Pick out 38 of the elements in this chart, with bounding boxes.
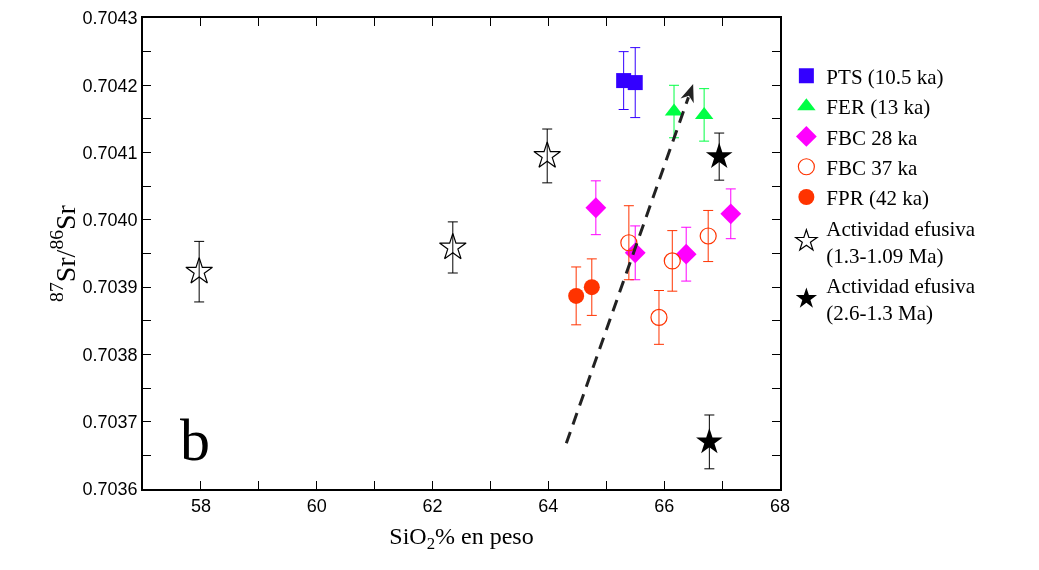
point xyxy=(185,257,214,284)
x-axis-title: SiO$_{2}$% en peso xyxy=(389,523,534,554)
legend-label: FER (13 ka) xyxy=(826,95,931,120)
y-tick-label: 0.7036 xyxy=(82,479,138,500)
point xyxy=(583,279,600,296)
point xyxy=(568,287,585,304)
point xyxy=(720,203,742,225)
point xyxy=(620,234,638,252)
y-tick-label: 0.7039 xyxy=(82,277,138,298)
point xyxy=(627,75,643,91)
x-tick-label: 66 xyxy=(654,496,675,517)
point xyxy=(663,252,681,270)
y-tick-label: 0.7042 xyxy=(82,75,138,96)
point xyxy=(705,142,733,168)
legend-label: Actividad efusiva (1.3-1.09 Ma) xyxy=(826,216,976,268)
x-tick-label: 58 xyxy=(190,496,211,517)
legend-label: FBC 28 ka xyxy=(826,125,919,150)
legend-label: FBC 37 ka xyxy=(826,155,919,180)
point xyxy=(675,243,697,265)
x-tick-label: 60 xyxy=(306,496,327,517)
x-tick-label: 68 xyxy=(769,496,791,517)
y-tick-label: 0.7040 xyxy=(82,210,138,231)
point xyxy=(650,308,668,327)
x-tick-label: 62 xyxy=(422,496,443,517)
y-tick-label: 0.7041 xyxy=(82,142,138,163)
x-tick-label: 64 xyxy=(538,496,559,517)
y-tick-label: 0.7037 xyxy=(82,412,138,433)
point xyxy=(438,232,467,260)
y-tick-label: 0.7043 xyxy=(82,8,138,29)
point xyxy=(533,141,562,168)
point xyxy=(696,427,723,454)
point xyxy=(699,227,717,245)
y-tick-label: 0.7038 xyxy=(82,344,138,365)
legend-label: Actividad efusiva (2.6-1.3 Ma) xyxy=(826,274,976,326)
legend-label: PTS (10.5 ka) xyxy=(826,65,944,90)
annotation: b xyxy=(180,407,210,473)
legend-label: FPR (42 ka) xyxy=(826,186,930,211)
point xyxy=(585,197,607,219)
